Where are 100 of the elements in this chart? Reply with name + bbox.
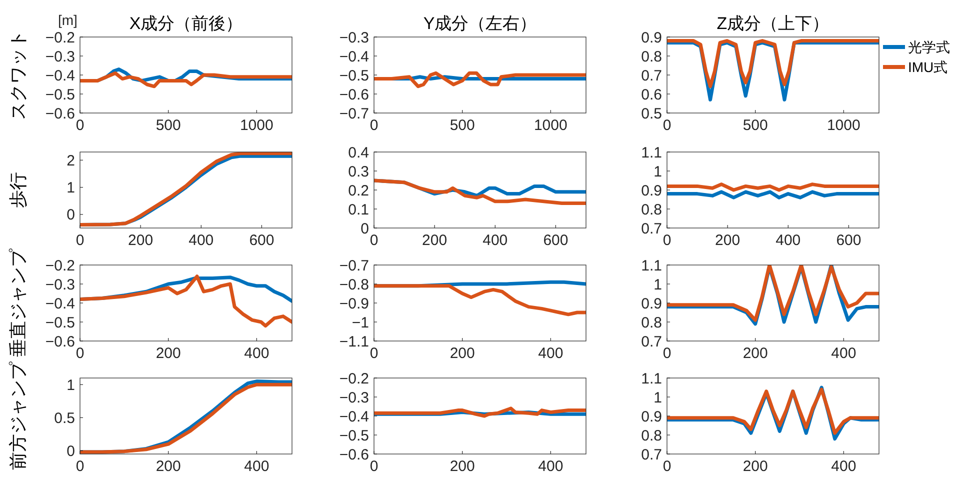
x-tick-label: 400 (831, 345, 856, 362)
y-tick-label: −0.6 (45, 333, 75, 350)
y-tick-label: −0.3 (339, 29, 369, 46)
x-tick-label: 200 (742, 458, 768, 475)
y-tick-label: −0.2 (339, 370, 369, 388)
y-tick-label: −0.3 (45, 276, 75, 294)
y-tick-label: 2 (66, 152, 75, 170)
legend-label: IMU式 (908, 58, 948, 75)
chart-title: Z成分（上下） (716, 14, 830, 33)
y-tick-label: −0.2 (45, 29, 75, 46)
x-tick-label: 600 (543, 232, 568, 249)
y-tick-label: −0.5 (45, 86, 75, 104)
x-tick-label: 200 (715, 232, 740, 249)
line-series (80, 71, 292, 88)
y-tick-label: −0.7 (339, 105, 369, 122)
x-tick-label: 200 (422, 232, 448, 249)
x-tick-label: 500 (156, 117, 181, 134)
y-tick-label: 0.8 (641, 427, 662, 444)
x-tick-label: 1000 (826, 117, 860, 134)
y-tick-label: 0.5 (641, 105, 662, 122)
chart-title: X成分（前後） (129, 14, 243, 33)
y-tick-label: −0.7 (339, 257, 369, 274)
x-tick-label: 200 (156, 345, 181, 362)
x-tick-label: 500 (450, 117, 475, 134)
x-tick-label: 200 (450, 458, 475, 475)
y-tick-label: 1.1 (641, 257, 662, 274)
x-tick-label: 200 (450, 345, 475, 362)
y-tick-label: 0.9 (641, 408, 662, 426)
y-tick-label: −0.5 (45, 314, 75, 332)
y-tick-label: 1.1 (641, 370, 662, 388)
x-tick-label: 400 (538, 345, 564, 362)
legend-label: 光学式 (908, 38, 950, 55)
y-tick-label: 0.2 (348, 182, 369, 200)
x-tick-label: 400 (244, 458, 270, 475)
y-tick-label: 0.3 (348, 163, 369, 180)
y-tick-label: 0.5 (54, 410, 75, 427)
x-tick-label: 400 (538, 458, 564, 475)
x-tick-label: 200 (156, 458, 181, 475)
y-tick-label: −0.3 (339, 389, 369, 406)
x-tick-label: 600 (836, 232, 862, 249)
y-tick-label: −0.5 (339, 427, 369, 444)
line-series (667, 39, 879, 88)
chart-title: Y成分（左右） (423, 14, 537, 33)
y-tick-label: −1.1 (339, 333, 369, 350)
y-tick-label: 1 (654, 389, 662, 406)
x-tick-label: 400 (244, 345, 270, 362)
line-series (80, 274, 292, 328)
y-axis-title: 前方ジャンプ (8, 361, 28, 470)
y-tick-label: 0.7 (641, 67, 662, 84)
x-tick-label: 200 (128, 232, 154, 249)
y-tick-label: 0.8 (641, 314, 662, 332)
line-series (374, 284, 586, 316)
x-tick-label: 200 (742, 345, 768, 362)
y-tick-label: −0.4 (45, 67, 75, 84)
x-tick-label: 500 (742, 117, 768, 134)
x-tick-label: 1000 (534, 117, 568, 134)
y-tick-label: −0.4 (339, 48, 369, 66)
y-tick-label: 0.6 (641, 86, 662, 104)
y-tick-label: −1 (352, 314, 369, 332)
y-tick-label: 0.4 (348, 144, 369, 162)
y-tick-label: 1 (654, 276, 662, 294)
y-axis-title: スクワット (8, 30, 28, 120)
x-tick-label: 1000 (240, 117, 274, 134)
y-tick-label: 0.8 (641, 201, 662, 218)
y-tick-label: −0.3 (45, 48, 75, 66)
line-series (374, 406, 586, 418)
line-series (374, 71, 586, 88)
y-tick-label: 0.1 (348, 201, 369, 218)
y-tick-label: 0.9 (641, 295, 662, 312)
y-tick-label: 1 (654, 163, 662, 180)
y-tick-label: 0 (66, 442, 75, 460)
y-tick-label: −0.2 (45, 257, 75, 274)
x-tick-label: 400 (188, 232, 214, 249)
y-tick-label: −0.8 (339, 276, 369, 294)
y-tick-label: 1 (66, 376, 75, 394)
x-tick-label: 600 (249, 232, 274, 249)
y-axis-title: 歩行 (8, 172, 28, 208)
y-tick-label: −0.9 (339, 295, 369, 312)
x-tick-label: 400 (482, 232, 508, 249)
y-tick-label: 0.9 (641, 182, 662, 200)
y-tick-label: −0.6 (339, 446, 369, 464)
y-axis-title: 垂直ジャンプ (8, 248, 28, 357)
y-tick-label: 0.9 (641, 29, 662, 46)
y-tick-label: −0.4 (45, 295, 75, 312)
x-tick-label: 400 (776, 232, 801, 249)
y-tick-label: 0.8 (641, 48, 662, 66)
y-tick-label: −0.5 (339, 67, 369, 84)
y-tick-label: 0.7 (641, 220, 662, 238)
y-tick-label: 1 (66, 180, 75, 197)
text: [m] (58, 12, 78, 28)
y-tick-label: 0 (66, 206, 75, 224)
line-series (374, 178, 586, 206)
y-tick-label: −0.4 (339, 408, 369, 426)
y-tick-label: −0.6 (339, 86, 369, 104)
y-tick-label: −0.6 (45, 105, 75, 122)
y-tick-label: 0.7 (641, 333, 662, 350)
y-tick-label: 0.7 (641, 446, 662, 464)
x-tick-label: 400 (831, 458, 856, 475)
y-tick-label: 0 (360, 220, 369, 238)
y-tick-label: 1.1 (641, 144, 662, 162)
